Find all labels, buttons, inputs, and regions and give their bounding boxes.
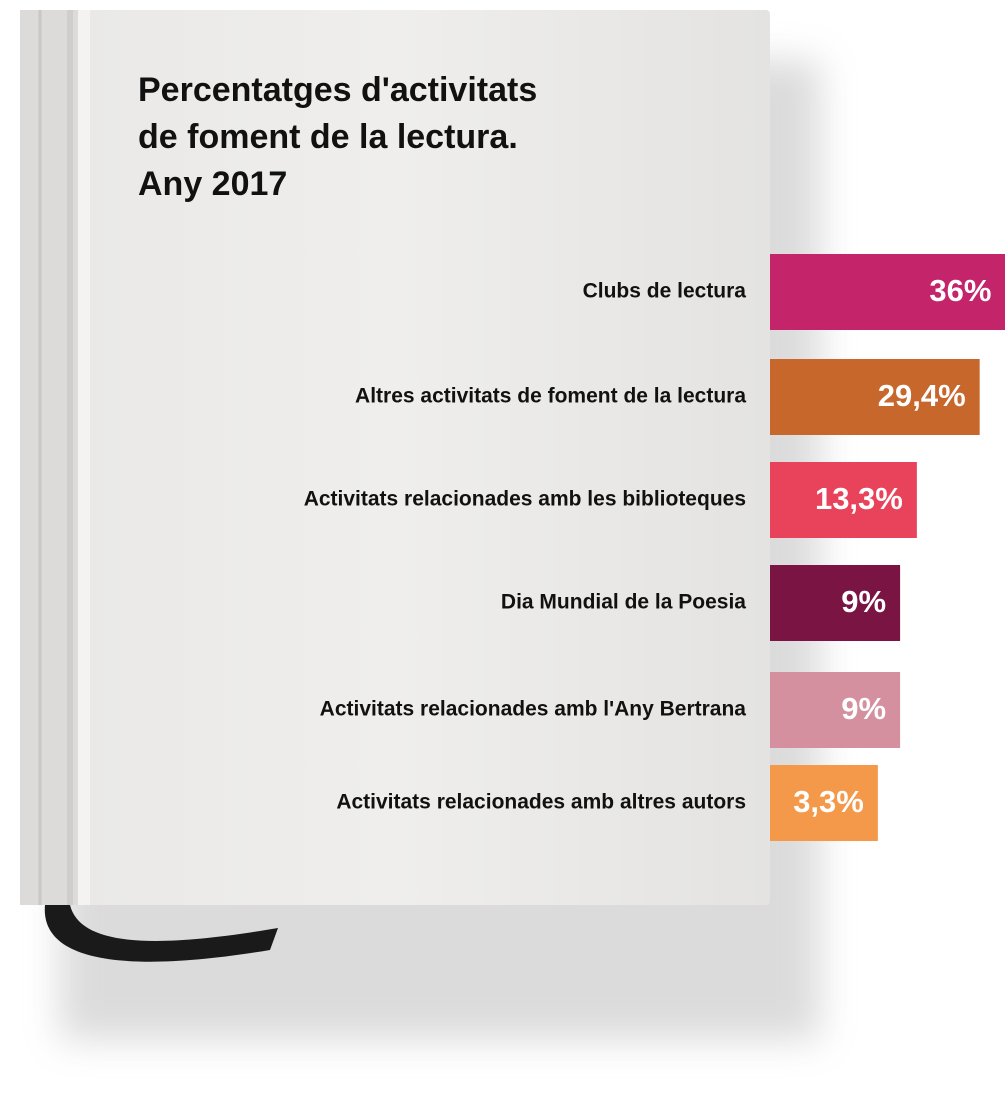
value-label: 3,3% (793, 784, 864, 819)
category-label: Altres activitats de foment de la lectur… (355, 385, 746, 408)
title-line: Any 2017 (138, 165, 287, 203)
chart: Percentatges d'activitats de foment de la… (0, 0, 1005, 1109)
value-label: 13,3% (815, 481, 903, 516)
value-label: 9% (841, 691, 886, 726)
value-label: 9% (841, 584, 886, 619)
category-label: Dia Mundial de la Poesia (501, 591, 746, 614)
title-line: Percentatges d'activitats (138, 71, 537, 109)
title-line: de foment de la lectura. (138, 118, 518, 156)
category-label: Activitats relacionades amb altres autor… (336, 791, 746, 814)
category-label: Activitats relacionades amb les bibliote… (304, 488, 746, 511)
spine-highlight (78, 10, 90, 905)
value-label: 36% (929, 273, 991, 308)
category-label: Activitats relacionades amb l'Any Bertra… (320, 698, 747, 721)
category-label: Clubs de lectura (583, 280, 747, 303)
value-label: 29,4% (878, 378, 966, 413)
